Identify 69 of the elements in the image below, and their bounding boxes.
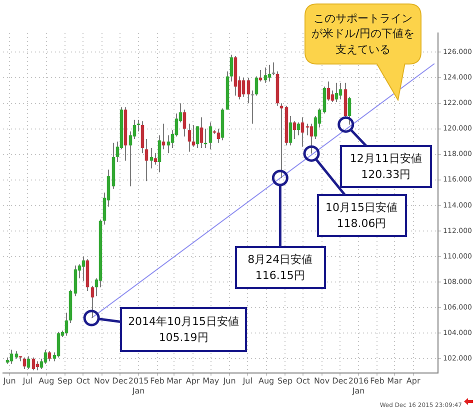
x-tick-label: Nov xyxy=(314,376,330,386)
candlestick xyxy=(64,312,68,336)
x-tick-label: Nov xyxy=(94,376,110,386)
annotation: このサポートラインが米ドル/円の下値を支えている xyxy=(311,10,415,58)
x-tick-label: 2016 Jan xyxy=(348,376,369,396)
candlestick xyxy=(254,76,258,96)
annotation: 2014年10月15日安値 105.19円 xyxy=(120,307,248,352)
candlestick xyxy=(154,152,158,166)
x-tick-label: Feb xyxy=(370,376,384,386)
candlestick xyxy=(288,116,292,146)
annotation: 10月15日安値 118.06円 xyxy=(316,194,406,238)
candlestick xyxy=(310,123,314,154)
candlestick xyxy=(188,123,192,152)
candlestick xyxy=(82,256,86,282)
candlestick xyxy=(296,122,300,136)
candlestick xyxy=(246,77,250,104)
x-tick-label: Apr xyxy=(186,376,200,386)
candlestick xyxy=(272,62,276,76)
x-tick-label: Dec xyxy=(332,376,348,386)
x-tick-label: 2015 Jan xyxy=(128,376,149,396)
candlestick xyxy=(166,134,170,154)
candlestick xyxy=(144,138,148,182)
x-tick-label: May xyxy=(202,376,220,386)
x-tick-label: Aug xyxy=(258,376,274,386)
candlestick xyxy=(208,122,212,150)
candlestick xyxy=(158,134,162,173)
candlestick xyxy=(326,81,330,102)
x-tick-label: Oct xyxy=(76,376,90,386)
candlestick xyxy=(242,77,246,98)
candlestick xyxy=(258,70,262,82)
candlestick xyxy=(44,349,48,364)
x-tick-label: Jun xyxy=(222,376,236,386)
candlestick xyxy=(192,124,196,148)
candlestick xyxy=(334,82,338,102)
candlestick xyxy=(300,116,304,148)
candlestick xyxy=(280,102,284,178)
candlestick xyxy=(348,96,352,126)
x-tick-label: Jun xyxy=(2,376,16,386)
candlestick xyxy=(264,66,268,84)
x-tick-label: Sep xyxy=(58,376,73,386)
candlestick xyxy=(10,349,14,364)
x-tick-label: Jul xyxy=(22,376,33,386)
annotation: 12月11日安値 120.33円 xyxy=(340,145,432,188)
candlestick xyxy=(200,116,204,148)
candlestick xyxy=(32,356,36,371)
candlestick xyxy=(136,119,140,132)
candlestick xyxy=(196,126,200,148)
annotation: 8月24日安値 116.15円 xyxy=(234,246,326,290)
x-tick-label: Mar xyxy=(387,376,403,386)
x-tick-label: Oct xyxy=(296,376,310,386)
candlestick xyxy=(90,285,94,318)
x-tick-label: Mar xyxy=(166,376,182,386)
x-tick-label: Feb xyxy=(150,376,164,386)
candlestick xyxy=(182,109,186,137)
candlestick xyxy=(230,54,234,82)
candlestick xyxy=(338,82,342,100)
candlestick xyxy=(162,123,166,150)
candlestick xyxy=(56,331,60,358)
x-tick-label: Aug xyxy=(38,376,54,386)
candlestick xyxy=(140,120,144,154)
x-tick-label: Dec xyxy=(112,376,128,386)
candlestick xyxy=(26,356,30,370)
candlestick xyxy=(250,90,254,124)
candlestick xyxy=(216,128,220,144)
candlestick xyxy=(292,120,296,140)
x-tick-label: Jul xyxy=(242,376,252,386)
x-tick-label: Apr xyxy=(406,376,421,386)
candlestick xyxy=(22,356,26,370)
x-tick-label: Sep xyxy=(277,376,293,386)
